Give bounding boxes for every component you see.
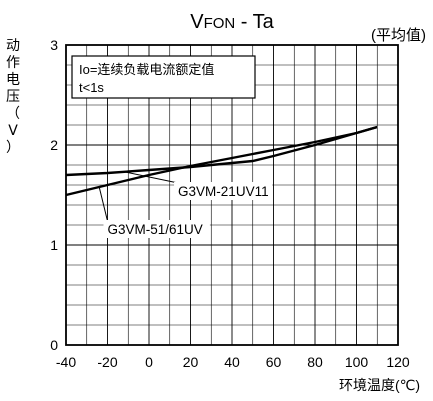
series-lines [65, 125, 378, 197]
legend-line-2: t<1s [79, 80, 104, 95]
y-axis-label-char: ） [6, 140, 20, 156]
legend-frame [71, 55, 256, 99]
y-axis-label-char: （ [6, 106, 20, 122]
annotation-leader [98, 186, 108, 222]
series-line [65, 125, 378, 197]
annotation-background [103, 220, 210, 238]
y-tick-label: 2 [50, 137, 58, 153]
y-axis-label-char: 压 [6, 89, 20, 105]
y-tick-label: 0 [50, 337, 58, 353]
x-tick-label: 120 [386, 354, 410, 370]
y-axis-label-char: 作 [6, 55, 20, 71]
annotation-label: G3VM-21UV11 [178, 184, 269, 199]
x-tick-label: 20 [183, 354, 199, 370]
series-annotations: G3VM-21UV11 G3VM-51/61UV [98, 171, 273, 238]
y-axis-label: 动 作 电 压 （ V ） [4, 38, 22, 157]
y-axis-label-char: 电 [6, 72, 20, 88]
x-tick-label: 0 [145, 354, 153, 370]
y-tick-label: 1 [50, 237, 58, 253]
x-tick-label: 60 [266, 354, 282, 370]
chart-title: VFON - Ta [190, 11, 274, 33]
annotation-background [174, 182, 273, 200]
y-tick-label: 3 [50, 37, 58, 53]
y-axis-label-char: V [8, 123, 18, 139]
legend-box: Io=连续负载电流额定值 t<1s [71, 55, 256, 99]
x-tick-label: 80 [307, 354, 323, 370]
series-line [65, 125, 378, 177]
x-tick-label: 100 [345, 354, 369, 370]
annotation-label: G3VM-51/61UV [108, 222, 203, 237]
x-axis-label: 环境温度(℃) [339, 377, 420, 393]
x-tick-labels: -40 -20 0 20 40 60 80 100 120 [56, 354, 410, 370]
x-tick-label: -20 [97, 354, 117, 370]
annotation-leader [123, 171, 179, 184]
y-tick-labels: 0 1 2 3 [50, 37, 58, 353]
x-tick-label: 40 [224, 354, 240, 370]
legend-line-1: Io=连续负载电流额定值 [79, 62, 214, 77]
chart-subtitle: (平均值) [371, 27, 426, 44]
y-axis-label-char: 动 [6, 38, 20, 54]
x-tick-label: -40 [56, 354, 76, 370]
